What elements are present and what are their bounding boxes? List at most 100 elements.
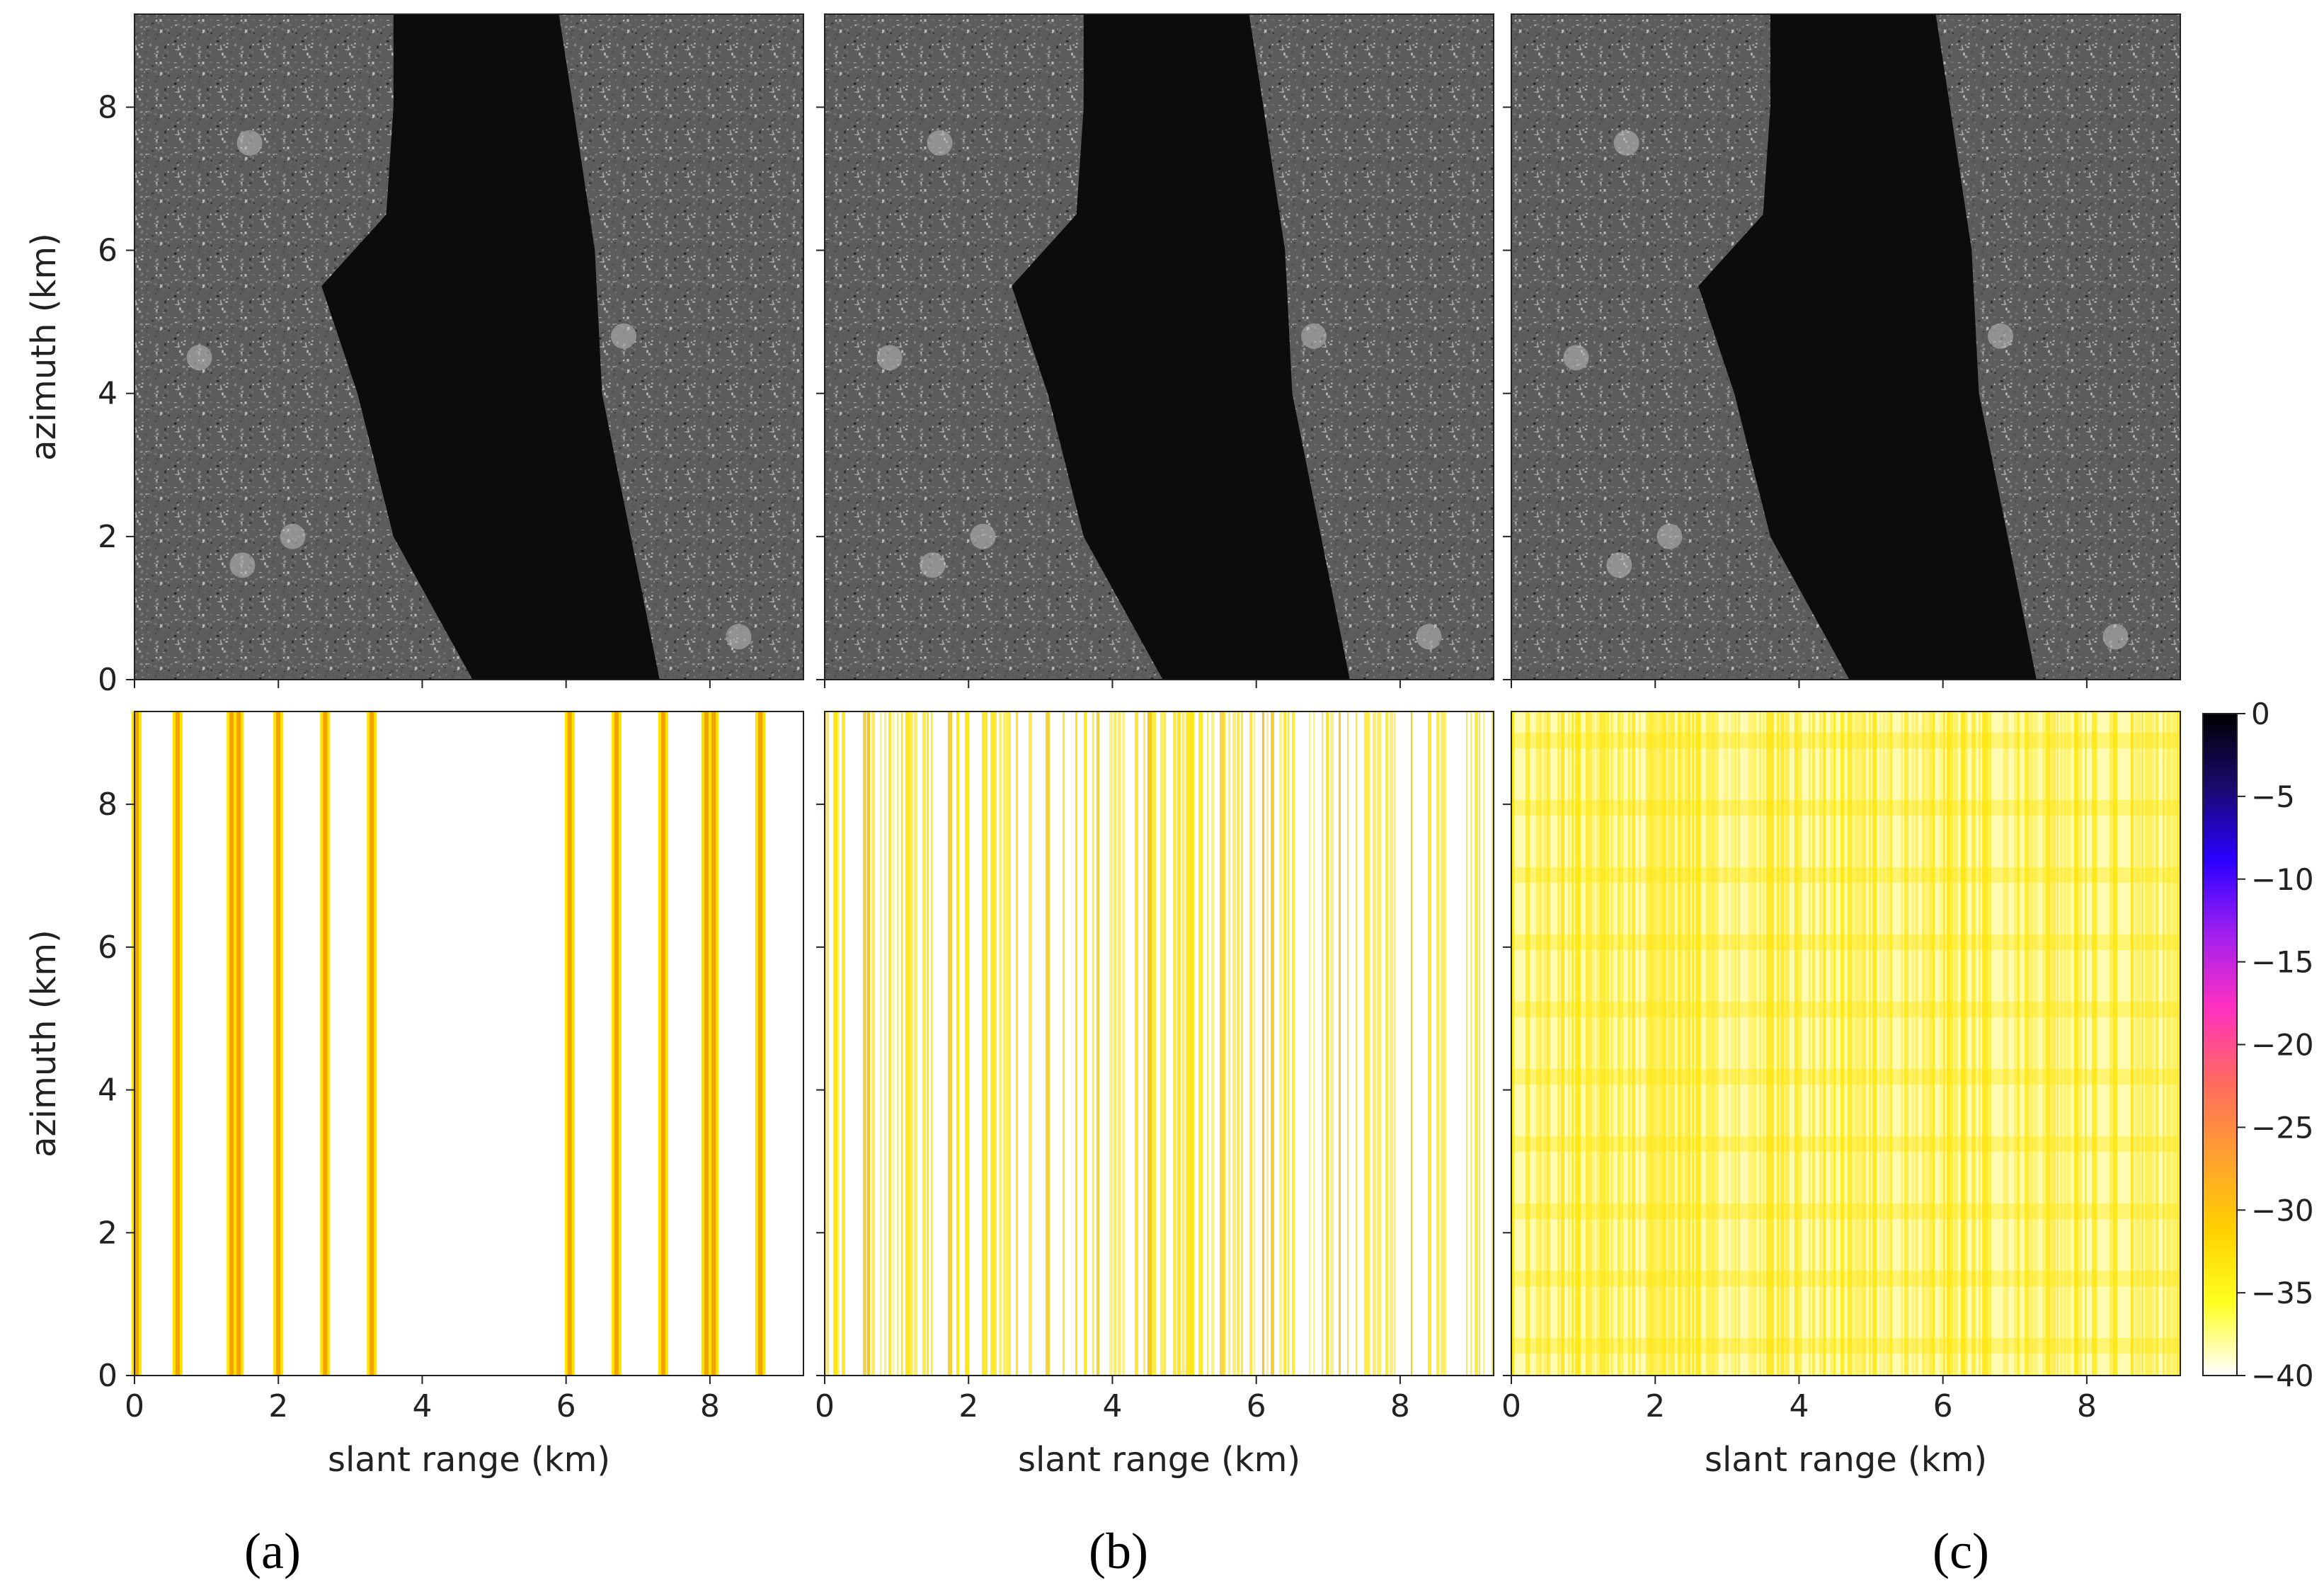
stripe [1313, 711, 1315, 1376]
stripe [2170, 711, 2174, 1376]
stripe [1869, 711, 1871, 1376]
stripe [1339, 711, 1341, 1376]
stripe [1954, 711, 1958, 1376]
bright-patch [970, 523, 996, 549]
colorbar-tick-label: −15 [2251, 945, 2314, 980]
stripe [1706, 711, 1710, 1376]
stripe [1699, 711, 1701, 1376]
stripe [1855, 711, 1859, 1376]
difference-map-1 [132, 711, 804, 1376]
y-axis-label: azimuth (km) [24, 930, 64, 1157]
stripe [2035, 711, 2038, 1376]
stripe [1561, 711, 1564, 1376]
stripe [884, 711, 886, 1376]
x-tick-label: 8 [700, 1388, 720, 1424]
stripe [2049, 711, 2053, 1376]
stripe [1713, 711, 1717, 1376]
colorbar: 0 −5 −10 −15 −20 −25 −30 −35 −40 [2202, 697, 2314, 1393]
panel-frame [134, 711, 804, 1376]
stripe [1540, 711, 1542, 1376]
stripe [2173, 711, 2177, 1376]
stripe [2113, 711, 2117, 1376]
stripe [1114, 711, 1116, 1376]
x-axis-label: slant range (km) [1018, 1440, 1300, 1480]
stripe [863, 711, 866, 1376]
bright-patch [229, 552, 256, 578]
stripe [1618, 711, 1620, 1376]
stripe [1964, 711, 1967, 1376]
stripe [1572, 711, 1574, 1376]
difference-map-2 [824, 711, 1494, 1376]
stripe [1492, 711, 1493, 1376]
stripe [2092, 711, 2096, 1376]
stripe [1122, 711, 1125, 1376]
stripe [1784, 711, 1788, 1376]
stripe [1118, 711, 1121, 1376]
stripe [1610, 711, 1613, 1376]
stripe [1364, 711, 1368, 1376]
x-axis-label: slant range (km) [1705, 1440, 1987, 1480]
y-tick-label: 0 [98, 1358, 118, 1394]
stripe [1279, 711, 1282, 1376]
panel-frame [134, 13, 804, 680]
stripe [1671, 711, 1675, 1376]
stripe [1851, 711, 1854, 1376]
y-tick-label: 4 [98, 376, 118, 412]
stripe [1798, 711, 1802, 1376]
stripe-core [323, 711, 328, 1376]
panel-label-b: (b) [1089, 1523, 1148, 1579]
stripe [1989, 711, 1991, 1376]
stripe [910, 711, 913, 1376]
stripe [1575, 711, 1579, 1376]
stripe [1982, 711, 1986, 1376]
azimuth-band [1511, 1338, 2180, 1354]
stripe [1007, 711, 1011, 1376]
y-tick-label: 6 [98, 233, 118, 269]
stripe [1084, 711, 1087, 1376]
colorbar-tick-label: −30 [2251, 1193, 2314, 1228]
stripe [1143, 711, 1145, 1376]
stripe-core [758, 711, 762, 1376]
water-channel [321, 14, 660, 680]
stripe [1394, 711, 1395, 1376]
stripe [1063, 711, 1065, 1376]
stripe [2074, 711, 2078, 1376]
stripe [1003, 711, 1007, 1376]
stripe [1777, 711, 1780, 1376]
x-tick-label: 0 [815, 1388, 835, 1424]
stripe [2177, 711, 2181, 1376]
bright-patch [1301, 323, 1327, 349]
stripe [897, 711, 898, 1376]
stripe [1986, 711, 1988, 1376]
azimuth-band [1511, 1204, 2180, 1219]
stripe [1211, 711, 1214, 1376]
stripe [1164, 711, 1166, 1376]
stripe [1628, 711, 1630, 1376]
stripe [1589, 711, 1592, 1376]
y-tick-label: 2 [98, 1215, 118, 1251]
stripe [1356, 711, 1357, 1376]
stripe [825, 711, 829, 1376]
stripe [1547, 711, 1550, 1376]
stripe [1283, 711, 1286, 1376]
stripe [1198, 711, 1203, 1376]
stripe [1445, 711, 1446, 1376]
bright-patch [1563, 345, 1589, 371]
stripe [1710, 711, 1714, 1376]
stripe [1479, 711, 1480, 1376]
stripe [1470, 711, 1472, 1376]
bright-patch [1613, 130, 1639, 156]
stripe [2028, 711, 2032, 1376]
stripe [1241, 711, 1243, 1376]
stripe [2017, 711, 2020, 1376]
stripe [1190, 711, 1194, 1376]
map-background [134, 711, 803, 1376]
stripe [2042, 711, 2045, 1376]
x-tick-label: 4 [412, 1388, 432, 1424]
stripe [2131, 711, 2134, 1376]
stripe [1173, 711, 1177, 1376]
top-row-panels [134, 13, 2181, 680]
panel-label-c: (c) [1933, 1523, 1989, 1579]
bright-patch [726, 624, 752, 650]
